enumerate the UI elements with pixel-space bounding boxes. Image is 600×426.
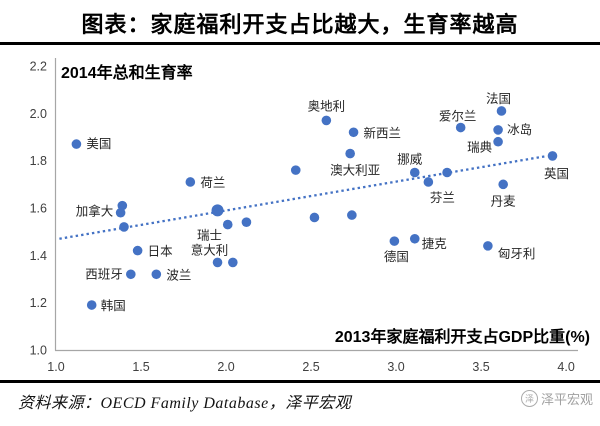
- x-tick-label: 3.5: [472, 360, 489, 374]
- point-label: 丹麦: [491, 194, 517, 208]
- data-point: [347, 210, 357, 220]
- data-point-芬兰: [423, 177, 434, 187]
- point-label: 意大利: [191, 242, 229, 257]
- point-label: 挪威: [397, 153, 423, 167]
- data-point-美国: [71, 139, 82, 149]
- point-label: 德国: [384, 249, 409, 264]
- point-label: 美国: [86, 137, 111, 151]
- data-point-丹麦: [498, 179, 508, 190]
- data-point-日本: [132, 245, 143, 256]
- point-label: 韩国: [101, 298, 126, 313]
- data-point-荷兰: [185, 177, 196, 187]
- data-point-瑞典: [493, 136, 503, 147]
- point-label: 芬兰: [430, 191, 455, 205]
- point-label: 西班牙: [85, 267, 123, 281]
- data-point-瑞士: [211, 204, 224, 217]
- x-tick-label: 1.5: [132, 360, 149, 374]
- data-point-匈牙利: [483, 241, 493, 251]
- x-tick-label: 2.5: [302, 360, 319, 374]
- y-axis-title: 2014年总和生育率: [61, 63, 193, 82]
- data-point-捷克: [409, 233, 420, 244]
- chart-title: 图表：家庭福利开支占比越大，生育率越高: [81, 12, 519, 37]
- data-point-意大利: [212, 257, 223, 268]
- y-tick-label: 1.4: [30, 249, 47, 263]
- data-point-爱尔兰: [455, 122, 466, 133]
- x-tick-label: 4.0: [557, 360, 574, 374]
- point-label: 奥地利: [308, 99, 346, 113]
- data-point: [290, 165, 301, 175]
- footer-divider: [0, 380, 600, 383]
- data-point-挪威: [409, 167, 420, 178]
- data-point-奥地利: [321, 115, 332, 126]
- y-tick-label: 1.8: [30, 154, 47, 168]
- data-point: [309, 212, 320, 223]
- data-point: [228, 257, 238, 268]
- y-tick-label: 1.6: [30, 202, 47, 216]
- point-label: 加拿大: [76, 204, 114, 219]
- point-label: 波兰: [166, 268, 191, 282]
- data-point: [442, 167, 452, 178]
- point-label: 瑞士: [197, 228, 222, 242]
- y-tick-label: 2.0: [30, 107, 47, 121]
- data-point-西班牙: [126, 269, 136, 280]
- point-label: 日本: [148, 245, 174, 259]
- x-tick-label: 2.0: [217, 360, 234, 374]
- y-tick-label: 1.2: [30, 296, 47, 310]
- point-label: 匈牙利: [498, 247, 536, 261]
- data-point-新西兰: [348, 127, 359, 138]
- data-point-波兰: [151, 269, 162, 280]
- data-point: [241, 217, 252, 227]
- data-point-冰岛: [493, 125, 503, 135]
- trend-line: [59, 154, 548, 240]
- point-label: 新西兰: [364, 125, 402, 140]
- point-label: 法国: [486, 92, 511, 106]
- data-point: [119, 222, 129, 232]
- brand-watermark-text: 泽平宏观: [540, 392, 593, 407]
- y-tick-label: 2.2: [30, 60, 47, 74]
- point-label: 澳大利亚: [330, 164, 380, 178]
- data-point-韩国: [86, 300, 97, 310]
- data-point-德国: [389, 236, 400, 246]
- x-tick-label: 3.0: [387, 360, 404, 374]
- point-label: 英国: [544, 167, 569, 181]
- brand-logo-icon: 泽: [520, 390, 538, 407]
- point-label: 捷克: [422, 237, 447, 251]
- data-point: [222, 219, 233, 230]
- data-point-法国: [496, 106, 507, 116]
- data-point-英国: [547, 151, 558, 161]
- data-point: [115, 207, 126, 218]
- x-tick-label: 1.0: [47, 360, 64, 374]
- point-label: 瑞典: [467, 141, 492, 155]
- y-tick-label: 1.0: [30, 344, 47, 358]
- point-label: 荷兰: [200, 176, 225, 190]
- source-note: 资料来源：OECD Family Database，泽平宏观: [18, 395, 352, 412]
- point-label: 冰岛: [507, 122, 532, 137]
- brand-watermark: 泽 泽平宏观: [518, 388, 595, 409]
- x-axis-title: 2013年家庭福利开支占GDP比重(%): [335, 327, 590, 346]
- title-divider: [0, 42, 600, 45]
- point-label: 爱尔兰: [439, 109, 477, 124]
- data-point-澳大利亚: [345, 148, 355, 159]
